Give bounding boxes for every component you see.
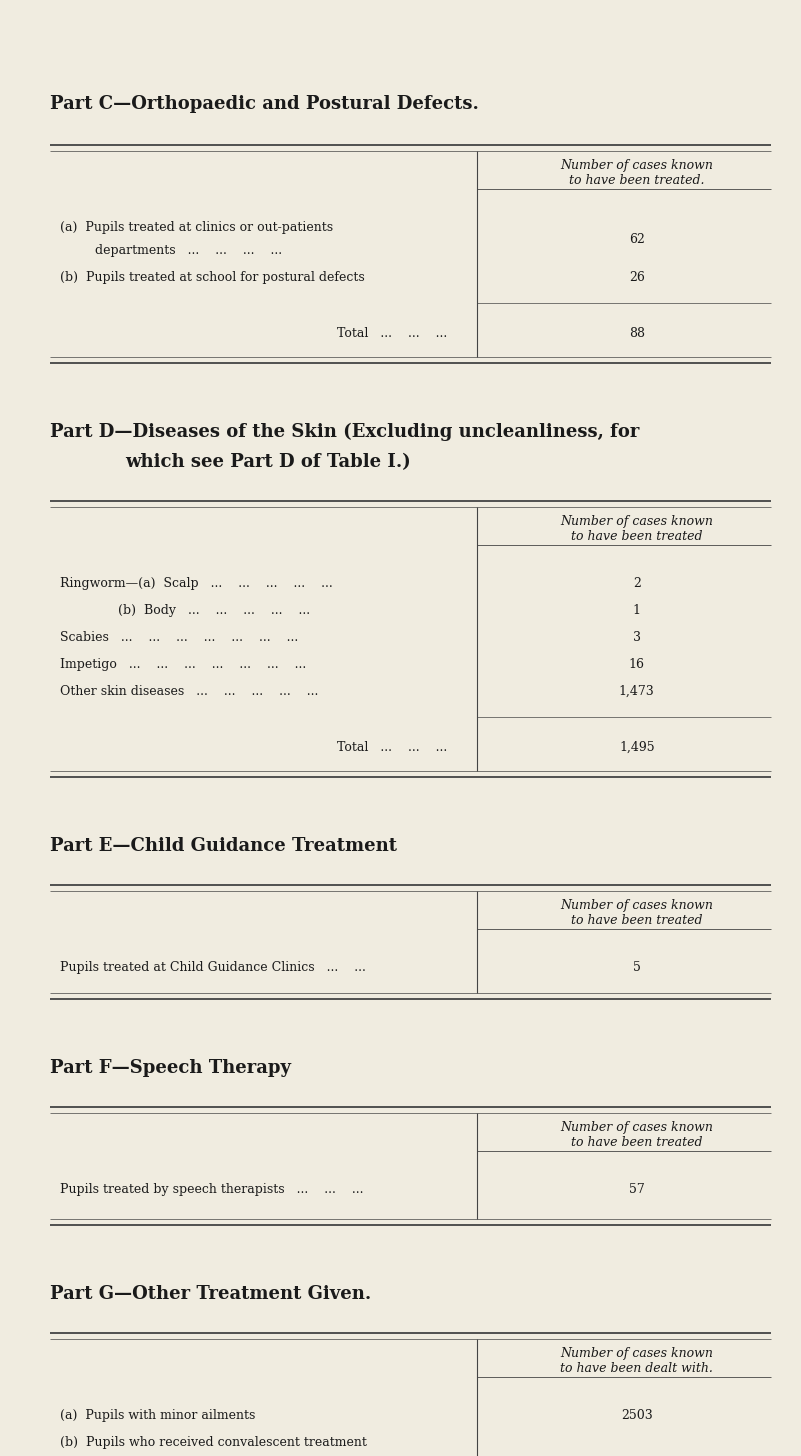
Text: Part C—Orthopaedic and Postural Defects.: Part C—Orthopaedic and Postural Defects.: [50, 95, 479, 112]
Text: Part F—Speech Therapy: Part F—Speech Therapy: [50, 1059, 291, 1076]
Text: (b)  Pupils treated at school for postural defects: (b) Pupils treated at school for postura…: [60, 271, 364, 284]
Text: Pupils treated by speech therapists   ...    ...    ...: Pupils treated by speech therapists ... …: [60, 1182, 364, 1195]
Text: Ringworm—(a)  Scalp   ...    ...    ...    ...    ...: Ringworm—(a) Scalp ... ... ... ... ...: [60, 577, 332, 590]
Text: Part G—Other Treatment Given.: Part G—Other Treatment Given.: [50, 1284, 371, 1303]
Text: 2: 2: [633, 577, 641, 590]
Text: 5: 5: [633, 961, 641, 974]
Text: 57: 57: [629, 1182, 645, 1195]
Text: Number of cases known
to have been treated: Number of cases known to have been treat…: [561, 898, 713, 926]
Text: (a)  Pupils treated at clinics or out-patients: (a) Pupils treated at clinics or out-pat…: [60, 221, 333, 233]
Text: Other skin diseases   ...    ...    ...    ...    ...: Other skin diseases ... ... ... ... ...: [60, 684, 318, 697]
Text: Number of cases known
to have been treated: Number of cases known to have been treat…: [561, 514, 713, 543]
Text: Total   ...    ...    ...: Total ... ... ...: [336, 326, 447, 339]
Text: which see Part D of Table I.): which see Part D of Table I.): [125, 453, 411, 470]
Text: departments   ...    ...    ...    ...: departments ... ... ... ...: [95, 243, 282, 256]
Text: Part D—Diseases of the Skin (Excluding uncleanliness, for: Part D—Diseases of the Skin (Excluding u…: [50, 422, 639, 441]
Text: Number of cases known
to have been dealt with.: Number of cases known to have been dealt…: [561, 1347, 713, 1374]
Text: 88: 88: [629, 326, 645, 339]
Text: Number of cases known
to have been treated.: Number of cases known to have been treat…: [561, 159, 713, 186]
Text: Impetigo   ...    ...    ...    ...    ...    ...    ...: Impetigo ... ... ... ... ... ... ...: [60, 658, 306, 671]
Text: Total   ...    ...    ...: Total ... ... ...: [336, 741, 447, 754]
Text: 1,495: 1,495: [619, 741, 654, 754]
Text: 1,473: 1,473: [619, 684, 654, 697]
Text: 2503: 2503: [621, 1408, 653, 1421]
Text: (a)  Pupils with minor ailments: (a) Pupils with minor ailments: [60, 1408, 256, 1421]
Text: 16: 16: [629, 658, 645, 671]
Text: Scabies   ...    ...    ...    ...    ...    ...    ...: Scabies ... ... ... ... ... ... ...: [60, 630, 298, 644]
Text: (b)  Pupils who received convalescent treatment: (b) Pupils who received convalescent tre…: [60, 1436, 367, 1449]
Text: (b)  Body   ...    ...    ...    ...    ...: (b) Body ... ... ... ... ...: [118, 604, 310, 617]
Text: 62: 62: [629, 233, 645, 246]
Text: 3: 3: [633, 630, 641, 644]
Text: Number of cases known
to have been treated: Number of cases known to have been treat…: [561, 1121, 713, 1149]
Text: 26: 26: [629, 271, 645, 284]
Text: Pupils treated at Child Guidance Clinics   ...    ...: Pupils treated at Child Guidance Clinics…: [60, 961, 366, 974]
Text: 1: 1: [633, 604, 641, 617]
Text: Part E—Child Guidance Treatment: Part E—Child Guidance Treatment: [50, 837, 397, 855]
